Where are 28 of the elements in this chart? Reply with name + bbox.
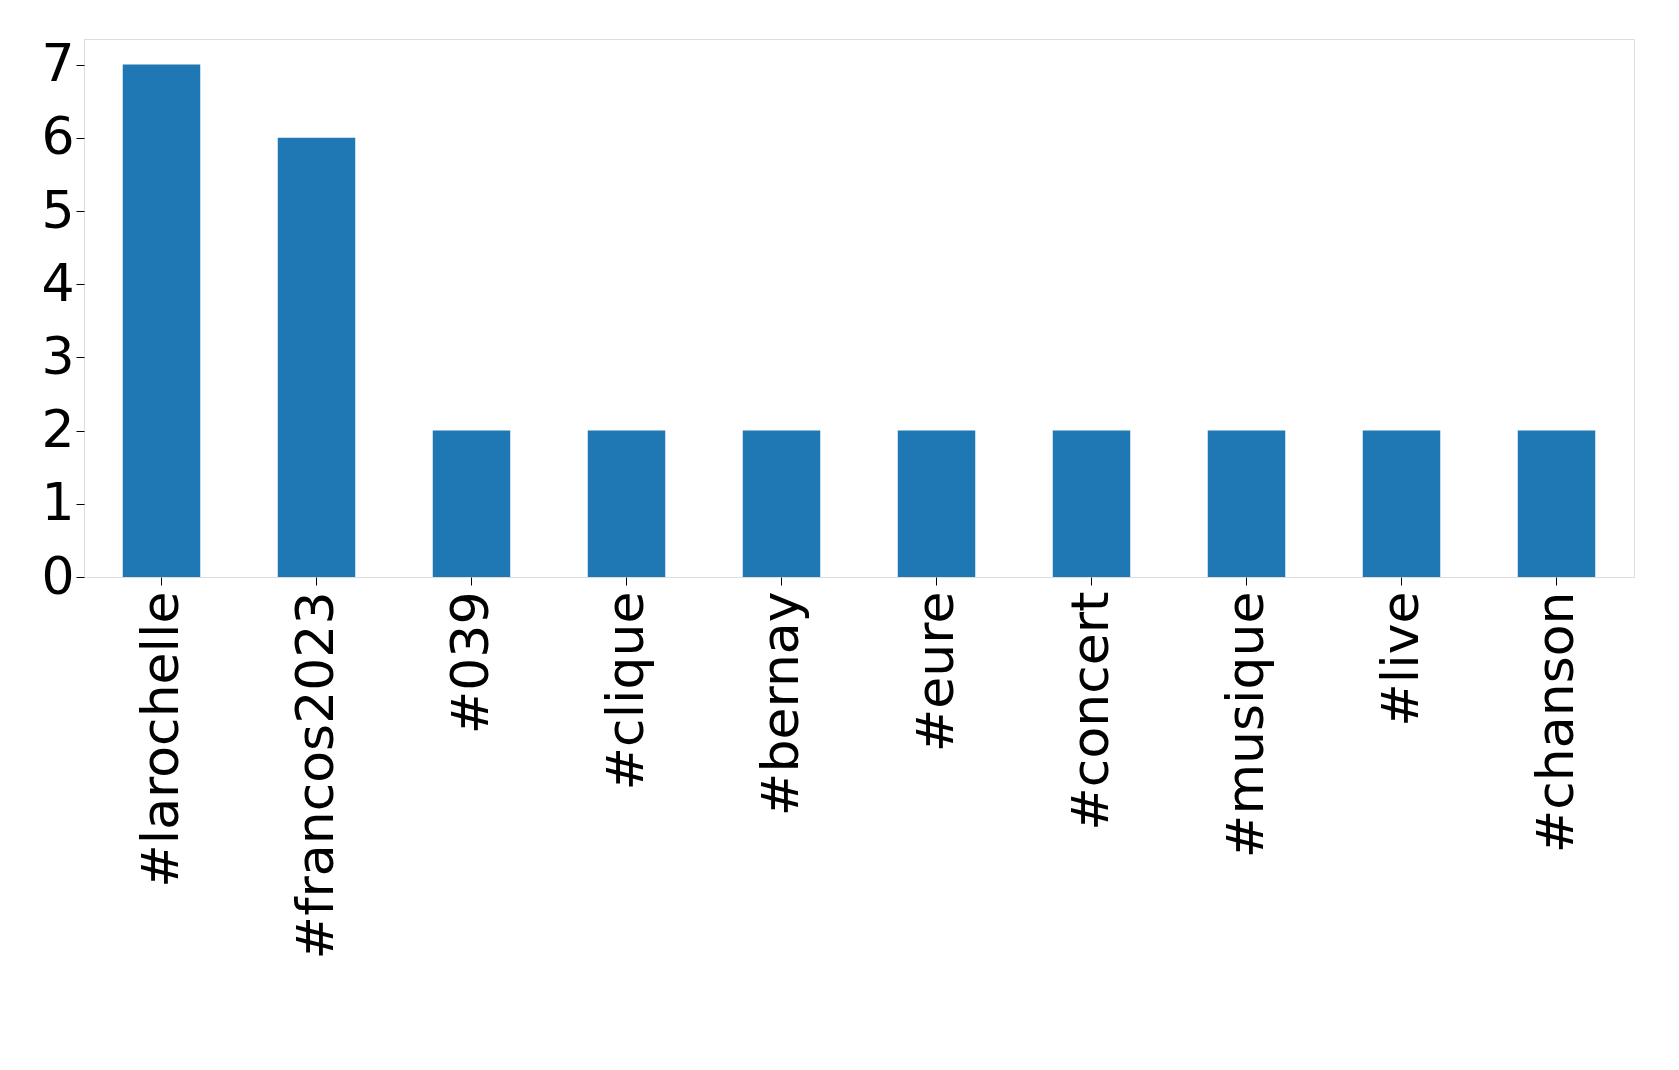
- bar: [277, 137, 356, 577]
- bar: [122, 64, 201, 577]
- x-tick-label: #live: [1369, 591, 1430, 727]
- x-tick-label: #chanson: [1524, 591, 1585, 854]
- y-tick-label: 5: [41, 179, 75, 240]
- x-tick-label: #francos2023: [284, 591, 345, 960]
- y-tick-label: 0: [41, 545, 75, 606]
- x-tick-label: #039: [439, 591, 500, 735]
- bar: [432, 430, 511, 577]
- x-tick-label: #concert: [1059, 591, 1120, 831]
- y-tick-label: 6: [41, 106, 75, 167]
- x-tick-label: #musique: [1214, 591, 1275, 859]
- x-tick-label: #eure: [904, 591, 965, 753]
- y-tick-label: 2: [41, 399, 75, 460]
- bar: [1517, 430, 1596, 577]
- y-tick-label: 1: [41, 472, 75, 533]
- y-tick-label: 3: [41, 325, 75, 386]
- bar: [1052, 430, 1131, 577]
- bar: [1362, 430, 1441, 577]
- bar: [742, 430, 821, 577]
- y-tick-label: 7: [41, 33, 75, 94]
- y-tick-label: 4: [41, 252, 75, 313]
- x-tick-label: #larochelle: [129, 591, 190, 888]
- bar: [587, 430, 666, 577]
- bar: [1207, 430, 1286, 577]
- x-tick-label: #bernay: [749, 591, 810, 817]
- x-tick-label: #clique: [594, 591, 655, 791]
- bar: [897, 430, 976, 577]
